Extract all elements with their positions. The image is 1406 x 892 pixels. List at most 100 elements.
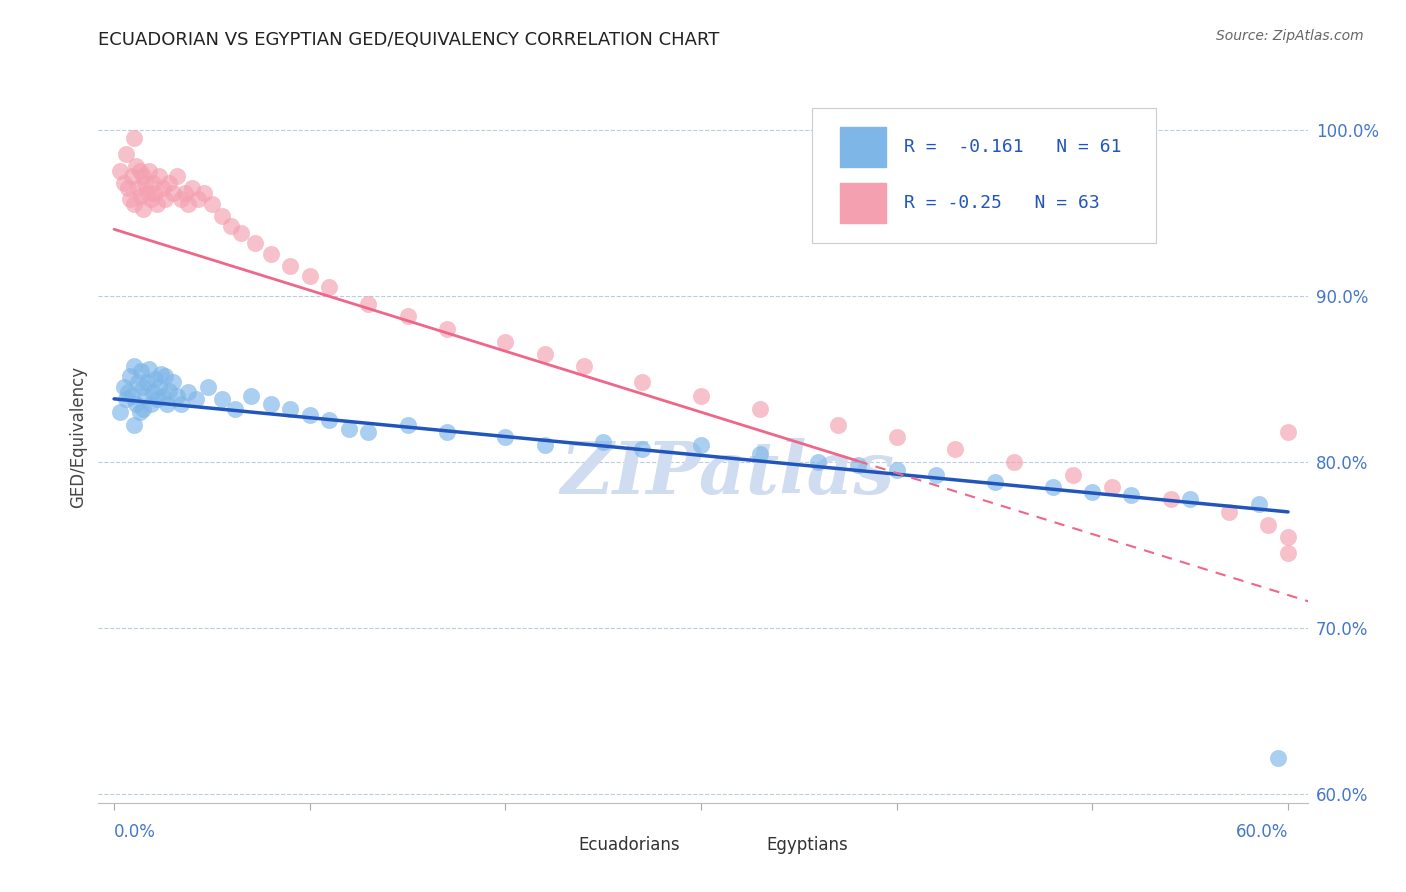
Point xyxy=(124,159,146,173)
Point xyxy=(112,380,135,394)
Point xyxy=(138,164,160,178)
Point xyxy=(231,226,253,240)
Point xyxy=(122,359,145,373)
Point xyxy=(211,209,233,223)
Point xyxy=(1277,425,1299,439)
Point xyxy=(127,180,149,194)
Point xyxy=(153,192,176,206)
FancyBboxPatch shape xyxy=(727,832,754,855)
Point xyxy=(146,197,169,211)
Point xyxy=(1101,480,1123,494)
Point xyxy=(748,401,770,416)
Text: ECUADORIAN VS EGYPTIAN GED/EQUIVALENCY CORRELATION CHART: ECUADORIAN VS EGYPTIAN GED/EQUIVALENCY C… xyxy=(98,31,720,49)
Point xyxy=(131,363,153,377)
Point xyxy=(153,368,176,383)
Point xyxy=(181,180,204,194)
Point xyxy=(396,418,419,433)
Point xyxy=(162,186,184,200)
Point xyxy=(114,147,136,161)
Point xyxy=(121,388,143,402)
Point xyxy=(631,442,654,456)
Point xyxy=(1180,491,1202,506)
Point xyxy=(114,392,136,406)
Point xyxy=(128,405,150,419)
Point xyxy=(193,186,215,200)
Point xyxy=(533,347,555,361)
Point xyxy=(690,438,713,452)
Text: 0.0%: 0.0% xyxy=(114,822,156,841)
Text: 60.0%: 60.0% xyxy=(1236,822,1288,841)
Point xyxy=(224,401,246,416)
Point xyxy=(134,388,156,402)
Point xyxy=(533,438,555,452)
Point xyxy=(278,401,301,416)
Point xyxy=(187,192,209,206)
Point xyxy=(132,380,155,394)
Point xyxy=(150,367,173,381)
Point xyxy=(318,413,340,427)
Point xyxy=(122,418,145,433)
Point xyxy=(1257,518,1279,533)
FancyBboxPatch shape xyxy=(839,183,886,223)
Point xyxy=(357,297,380,311)
Point xyxy=(118,192,141,206)
Point xyxy=(169,192,191,206)
Point xyxy=(572,359,595,373)
Point xyxy=(143,372,166,386)
Point xyxy=(166,388,188,402)
Point xyxy=(108,405,131,419)
Text: ZIPatlas: ZIPatlas xyxy=(560,438,894,509)
Point xyxy=(201,197,224,211)
Point xyxy=(631,375,654,389)
Text: Ecuadorians: Ecuadorians xyxy=(578,836,681,855)
Point xyxy=(807,455,830,469)
Point xyxy=(169,397,191,411)
Point xyxy=(121,169,143,183)
Point xyxy=(1062,468,1084,483)
Point xyxy=(128,164,150,178)
Point xyxy=(157,384,180,398)
Point xyxy=(141,397,163,411)
Point xyxy=(494,335,516,350)
Point xyxy=(132,169,155,183)
Point xyxy=(142,385,165,400)
Point xyxy=(142,176,165,190)
Point xyxy=(240,388,263,402)
FancyBboxPatch shape xyxy=(811,108,1157,244)
Text: Source: ZipAtlas.com: Source: ZipAtlas.com xyxy=(1216,29,1364,43)
Point xyxy=(148,380,170,394)
Point xyxy=(166,169,188,183)
Point xyxy=(117,180,139,194)
Point xyxy=(846,458,869,473)
Point xyxy=(117,385,139,400)
Point xyxy=(1121,488,1143,502)
Point xyxy=(243,235,266,250)
Point xyxy=(298,268,321,283)
Point xyxy=(1002,455,1025,469)
Point xyxy=(221,219,243,233)
Point xyxy=(298,409,321,423)
Point xyxy=(592,435,614,450)
Point xyxy=(211,392,233,406)
Point xyxy=(337,422,360,436)
Point xyxy=(132,401,155,416)
Point xyxy=(357,425,380,439)
Point xyxy=(186,392,208,406)
Point xyxy=(141,192,163,206)
Point xyxy=(177,385,200,400)
FancyBboxPatch shape xyxy=(839,127,886,167)
Point xyxy=(436,322,458,336)
Point xyxy=(494,430,516,444)
Point xyxy=(177,197,200,211)
Point xyxy=(148,169,170,183)
Point xyxy=(436,425,458,439)
Point xyxy=(136,375,159,389)
Point xyxy=(131,189,153,203)
Point xyxy=(138,362,160,376)
Point xyxy=(259,397,281,411)
Point xyxy=(1218,505,1240,519)
Text: Egyptians: Egyptians xyxy=(766,836,848,855)
Point xyxy=(122,131,145,145)
Point xyxy=(1277,530,1299,544)
Point xyxy=(690,388,713,402)
